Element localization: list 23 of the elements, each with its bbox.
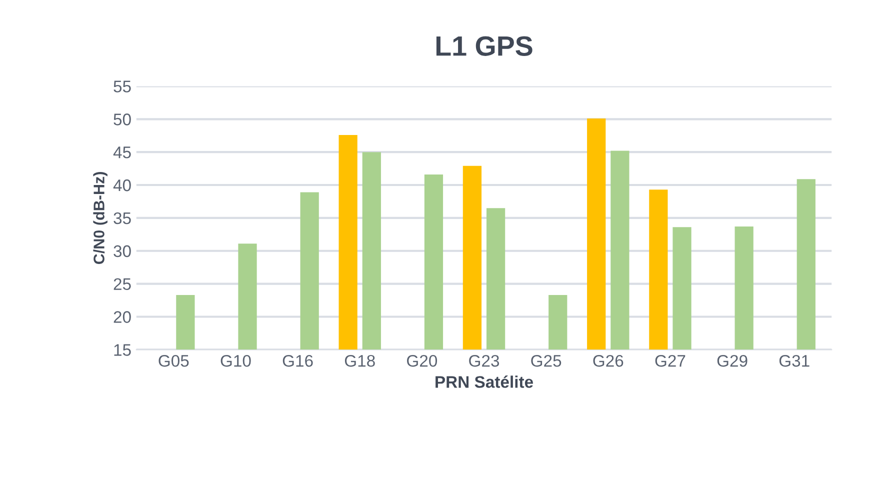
y-tick-label: 55 bbox=[114, 80, 131, 92]
chart-title: L1 GPS bbox=[436, 36, 532, 56]
y-axis-title: C/N0 (dB-Hz) bbox=[93, 172, 108, 264]
y-tick-label: 45 bbox=[113, 146, 131, 158]
x-tick-label: G31 bbox=[779, 354, 810, 367]
y-tick-label: 25 bbox=[114, 278, 131, 290]
y-tick-label: 50 bbox=[114, 114, 131, 126]
x-tick-label: G25 bbox=[531, 354, 562, 367]
y-tick-label: 30 bbox=[114, 245, 131, 258]
x-tick-label: G10 bbox=[220, 354, 251, 367]
y-tick-label: 35 bbox=[114, 212, 131, 224]
y-tick-label: 40 bbox=[113, 179, 131, 192]
y-tick-label: 20 bbox=[114, 311, 131, 323]
x-tick-label: G20 bbox=[407, 354, 438, 367]
x-axis-title: PRN Satélite bbox=[436, 375, 533, 388]
x-tick-label: G26 bbox=[593, 354, 624, 367]
x-tick-label: G29 bbox=[717, 354, 748, 367]
x-tick-label: G05 bbox=[158, 354, 189, 367]
x-tick-label: G18 bbox=[344, 354, 375, 367]
x-tick-label: G27 bbox=[655, 354, 686, 367]
y-tick-label: 15 bbox=[114, 344, 131, 356]
x-tick-label: G23 bbox=[469, 354, 500, 367]
x-tick-label: G16 bbox=[282, 354, 313, 367]
